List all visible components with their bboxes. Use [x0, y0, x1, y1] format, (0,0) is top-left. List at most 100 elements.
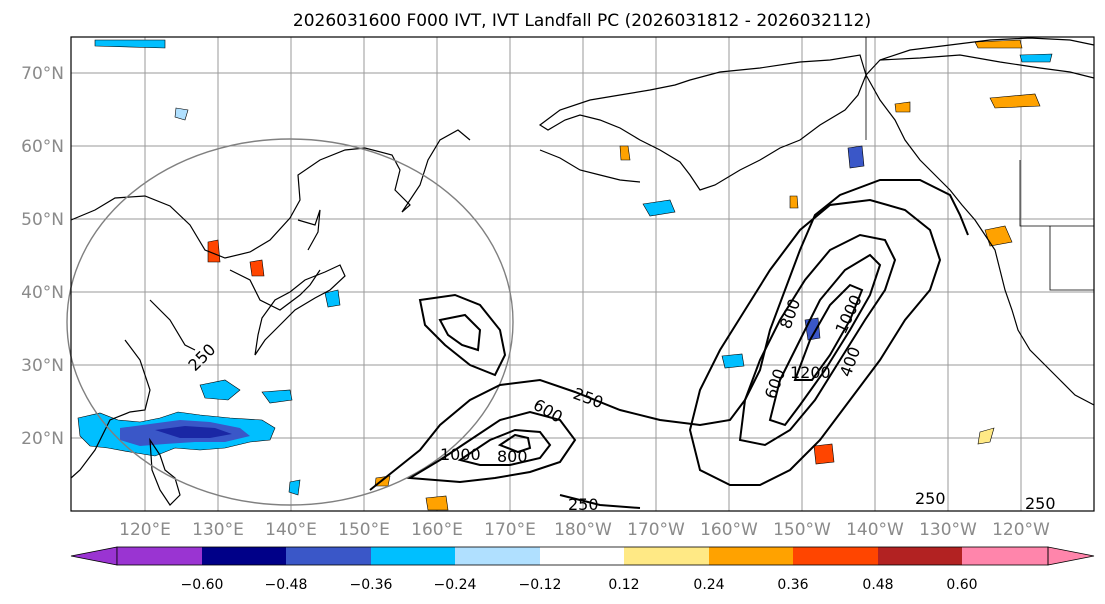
- negative-anomaly-patch: [847, 145, 865, 169]
- negative-anomaly-patch: [721, 353, 745, 369]
- lon-label: 140°W: [846, 520, 904, 540]
- arctic-coast: [879, 54, 1095, 79]
- positive-anomaly-patch: [974, 39, 1023, 49]
- colorbar-extend-max: [1047, 546, 1095, 566]
- negative-anomaly-patch: [1019, 53, 1053, 63]
- negative-anomaly-patch: [199, 379, 241, 401]
- colorbar-swatch: [455, 547, 540, 565]
- negative-anomaly-patch: [642, 199, 676, 217]
- ivt-contour-800-east: [768, 253, 882, 427]
- colorbar-tick: −0.12: [519, 577, 562, 593]
- contour-label: 250: [915, 489, 946, 508]
- colorbar-tick: −0.48: [265, 577, 308, 593]
- colorbar-swatch: [709, 547, 793, 565]
- positive-anomaly-patch: [977, 427, 995, 445]
- lon-label: 150°E: [338, 520, 390, 540]
- lon-label: 160°W: [700, 520, 758, 540]
- negative-anomaly-patch: [288, 479, 301, 496]
- colorbar-extend-min: [70, 546, 118, 566]
- lon-label: 180°W: [554, 520, 612, 540]
- map-panel: 250 250 600 1000 800 250 800 1000 1200 6…: [66, 36, 1095, 514]
- colorbar-tick: 0.24: [693, 577, 724, 593]
- lon-label: 120°W: [992, 520, 1050, 540]
- colorbar-tick: 0.12: [608, 577, 639, 593]
- positive-anomaly-patch: [249, 259, 265, 277]
- positive-anomaly-patch: [789, 195, 799, 209]
- lon-label: 130°E: [192, 520, 244, 540]
- ivt-contour-800-west: [457, 428, 552, 466]
- negative-anomaly-patch: [174, 107, 189, 121]
- negative-anomaly-patch: [261, 389, 293, 404]
- ivt-contour-250-loop: [418, 293, 507, 377]
- ivt-contour-1200-east: [793, 283, 864, 381]
- contour-label: 250: [568, 495, 599, 514]
- colorbar-swatch: [624, 547, 709, 565]
- lon-label: 170°W: [627, 520, 685, 540]
- colorbar-swatch: [371, 547, 455, 565]
- colorbar-tick: 0.36: [777, 577, 808, 593]
- lon-label: 130°W: [919, 520, 977, 540]
- lat-label: 50°N: [21, 210, 64, 230]
- lat-label: 70°N: [21, 64, 64, 84]
- colorbar-swatch: [962, 547, 1048, 565]
- lon-label: 120°E: [119, 520, 171, 540]
- colorbar-tick: −0.36: [350, 577, 393, 593]
- figure-title: 2026031600 F000 IVT, IVT Landfall PC (20…: [293, 11, 871, 31]
- ivt-contour-250-south: [559, 494, 641, 509]
- colorbar-outline: [116, 546, 1049, 566]
- lat-label: 30°N: [21, 356, 64, 376]
- colorbar-swatch: [793, 547, 878, 565]
- colorbar-swatch: [540, 547, 624, 565]
- colorbar-tick: −0.24: [434, 577, 477, 593]
- aleutian-islands: [539, 149, 641, 183]
- alaska-coastline: [538, 54, 867, 191]
- ivt-contour-600-east: [738, 233, 897, 447]
- colorbar-swatches: [70, 546, 1095, 566]
- longitude-labels: 120°E 130°E 140°E 150°E 160°E 170°E 180°…: [119, 520, 1050, 540]
- north-america-coastline: [865, 37, 1095, 406]
- latitude-labels: 70°N 60°N 50°N 40°N 30°N 20°N: [21, 64, 64, 449]
- ivt-contour-600-west: [406, 410, 577, 484]
- coastlines: [70, 37, 1095, 506]
- lat-label: 20°N: [21, 429, 64, 449]
- positive-anomaly-patch: [425, 495, 449, 511]
- colorbar-swatch: [117, 547, 202, 565]
- map-frame: [70, 36, 1095, 512]
- lon-label: 140°E: [265, 520, 317, 540]
- lon-label: 170°E: [484, 520, 536, 540]
- japan-islands: [254, 264, 346, 356]
- ivt-contour-250-east: [688, 198, 942, 486]
- lon-label: 160°E: [411, 520, 463, 540]
- contour-label: 1200: [790, 363, 831, 382]
- canada-us-border: [865, 37, 1094, 291]
- ivt-contour-250-inner: [438, 313, 482, 352]
- contour-label: 800: [497, 447, 528, 466]
- reference-circle: [66, 138, 514, 506]
- colorbar-swatch: [286, 547, 371, 565]
- contour-label: 250: [1025, 494, 1056, 513]
- colorbar-tick: 0.60: [946, 577, 977, 593]
- graticule: [71, 37, 1094, 511]
- negative-anomaly-inner: [155, 426, 232, 438]
- lat-label: 60°N: [21, 137, 64, 157]
- ivt-contours: [369, 179, 969, 509]
- lat-label: 40°N: [21, 283, 64, 303]
- positive-anomaly-patch: [989, 93, 1041, 109]
- lon-label: 150°W: [773, 520, 831, 540]
- colorbar-tick: 0.48: [862, 577, 893, 593]
- colorbar-swatch: [878, 547, 962, 565]
- positive-anomaly-patch: [207, 239, 221, 263]
- positive-anomaly-patch: [894, 101, 911, 113]
- colorbar-tick: −0.60: [181, 577, 224, 593]
- philippines: [149, 437, 181, 506]
- positive-anomaly-patch: [619, 145, 631, 161]
- contour-label: 1000: [440, 445, 481, 464]
- colorbar-tick-labels: −0.60 −0.48 −0.36 −0.24 −0.12 0.12 0.24 …: [181, 577, 978, 593]
- asia-coastline: [70, 129, 471, 479]
- anomaly-shading: [77, 39, 1053, 511]
- colorbar-swatch: [202, 547, 286, 565]
- ivt-contour-250-west: [369, 179, 969, 491]
- ivt-contour-1000-west: [497, 433, 532, 454]
- colorbar: −0.60 −0.48 −0.36 −0.24 −0.12 0.12 0.24 …: [70, 546, 1095, 593]
